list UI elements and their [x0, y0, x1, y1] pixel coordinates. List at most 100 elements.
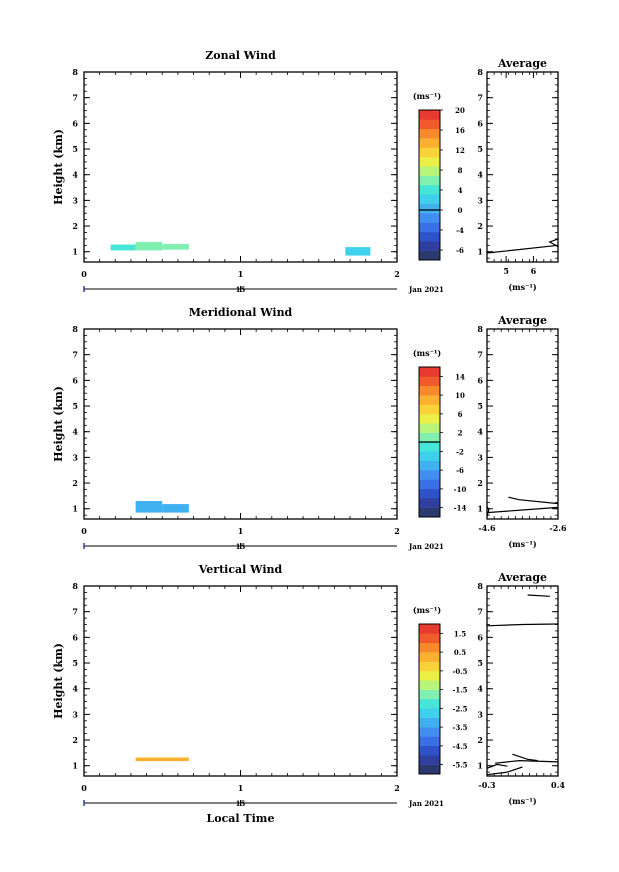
colorbar-swatch	[419, 385, 440, 396]
colorbar-tick-label: 16	[455, 126, 465, 135]
profile-y-tick-label: 1	[477, 761, 483, 771]
y-tick-label: 1	[72, 247, 78, 257]
colorbar-swatch	[419, 642, 440, 653]
data-cell	[345, 247, 371, 256]
colorbar-swatch	[419, 432, 440, 443]
profile-x-tick-label: -4.6	[478, 523, 496, 533]
profile-y-tick-label: 7	[477, 93, 483, 103]
plot-frame	[83, 71, 398, 263]
colorbar-tick-label: 8	[458, 166, 463, 175]
profile-y-tick-label: 1	[477, 504, 483, 514]
colorbar-tick-label: -0.5	[452, 667, 467, 676]
y-tick-label: 2	[72, 735, 78, 745]
y-tick-label: 8	[72, 324, 78, 334]
date-tick-label: 15	[236, 799, 246, 808]
colorbar-swatch	[419, 203, 440, 214]
x-tick-label: 2	[394, 269, 400, 279]
colorbar-swatch	[419, 376, 440, 387]
y-tick-label: 8	[72, 581, 78, 591]
colorbar-tick-label: -4.5	[452, 742, 467, 751]
colorbar-swatch	[419, 156, 440, 167]
profile-line	[486, 763, 508, 769]
colorbar-swatch	[419, 241, 440, 251]
colorbar-tick-label: 12	[455, 146, 465, 155]
colorbar-tick-label: 4	[458, 186, 463, 195]
profile-y-tick-label: 2	[477, 221, 483, 231]
colorbar-swatch	[419, 175, 440, 186]
colorbar-frame	[418, 109, 441, 261]
colorbar-swatch	[419, 404, 440, 415]
date-tick-label: 15	[236, 285, 246, 294]
y-tick-label: 4	[72, 427, 78, 437]
profile-line	[486, 244, 559, 254]
profile-x-tick-label: -2.6	[549, 523, 567, 533]
colorbar-swatch	[419, 745, 440, 756]
colorbar-swatch	[419, 442, 440, 452]
date-tick-label: 15	[236, 542, 246, 551]
colorbar-swatch	[419, 727, 440, 737]
y-axis-label: Height (km)	[52, 643, 65, 719]
colorbar-unit-label: (ms⁻¹)	[413, 605, 441, 615]
profile-line	[486, 766, 523, 776]
colorbar-swatch	[419, 708, 440, 719]
profile-y-tick-label: 4	[477, 427, 483, 437]
y-tick-label: 3	[72, 195, 78, 205]
y-tick-label: 2	[72, 221, 78, 231]
plot-frame	[83, 585, 398, 777]
profile-title: Average	[497, 314, 547, 327]
x-tick-label: 1	[238, 526, 244, 536]
date-end-label: Jan 2021	[408, 285, 444, 294]
profile-line	[548, 238, 559, 248]
data-cell	[135, 757, 189, 762]
colorbar-swatch	[419, 764, 440, 775]
colorbar-tick-label: -6	[456, 246, 464, 255]
profile-y-tick-label: 8	[477, 67, 483, 77]
x-tick-label: 2	[394, 526, 400, 536]
colorbar-swatch	[419, 633, 440, 644]
colorbar-swatch	[419, 110, 440, 120]
y-tick-label: 7	[72, 93, 78, 103]
y-tick-label: 7	[72, 607, 78, 617]
colorbar-tick-label: 6	[458, 410, 463, 419]
profile-x-tick-label: -0.3	[478, 780, 496, 790]
profile-line	[512, 753, 538, 762]
y-axis-label: Height (km)	[52, 129, 65, 205]
y-tick-label: 3	[72, 452, 78, 462]
data-cell	[135, 501, 163, 513]
colorbar-tick-label: 14	[455, 372, 465, 381]
panel-title: Vertical Wind	[198, 563, 283, 576]
profile-y-tick-label: 6	[477, 375, 483, 385]
colorbar-tick-label: -14	[454, 504, 467, 513]
y-tick-label: 8	[72, 67, 78, 77]
y-tick-label: 3	[72, 709, 78, 719]
profile-y-tick-label: 6	[477, 118, 483, 128]
colorbar-swatch	[419, 670, 440, 681]
colorbar-swatch	[419, 128, 440, 139]
colorbar-swatch	[419, 250, 440, 261]
panel-title: Zonal Wind	[205, 49, 276, 62]
colorbar-swatch	[419, 395, 440, 405]
colorbar-tick-label: -6	[456, 466, 464, 475]
colorbar-tick-label: 0.5	[454, 648, 466, 657]
y-axis-label: Height (km)	[52, 386, 65, 462]
profile-frame	[486, 328, 559, 520]
y-tick-label: 4	[72, 170, 78, 180]
profile-y-tick-label: 2	[477, 478, 483, 488]
y-tick-label: 1	[72, 504, 78, 514]
colorbar-tick-label: 2	[458, 429, 463, 438]
data-cell	[162, 504, 189, 513]
profile-y-tick-label: 7	[477, 607, 483, 617]
profile-x-tick-label: 0.4	[551, 780, 565, 790]
colorbar-tick-label: -2.5	[452, 704, 467, 713]
profile-frame	[486, 585, 559, 777]
profile-y-tick-label: 5	[477, 144, 483, 154]
x-axis-label: Local Time	[207, 812, 275, 825]
profile-title: Average	[497, 57, 547, 70]
x-tick-label: 0	[81, 526, 87, 536]
y-tick-label: 1	[72, 761, 78, 771]
y-tick-label: 5	[72, 401, 78, 411]
